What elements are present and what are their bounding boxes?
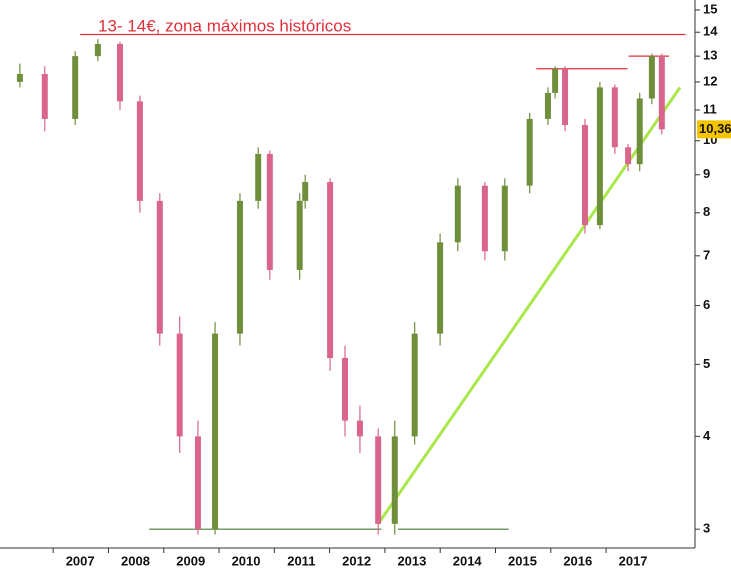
candle-body	[266, 153, 273, 270]
candle-body	[481, 185, 488, 252]
x-tick-label: 2007	[66, 553, 95, 568]
price-tag: 10,36	[699, 121, 731, 136]
x-tick-label: 2014	[453, 553, 483, 568]
candle-body	[544, 92, 551, 119]
candle-body	[454, 185, 461, 243]
candle-body	[94, 43, 101, 57]
candle-body	[327, 182, 334, 358]
x-tick-label: 2011	[287, 553, 315, 568]
candle-body	[562, 68, 569, 126]
candle-body	[526, 118, 533, 186]
candle-body	[658, 56, 665, 130]
x-tick-label: 2013	[397, 553, 426, 568]
candle-body	[176, 333, 183, 437]
x-tick-label: 2012	[342, 553, 371, 568]
candle-body	[375, 436, 382, 524]
y-tick-label: 11	[703, 101, 717, 116]
candle-body	[342, 357, 349, 421]
candle-body	[596, 87, 603, 226]
candle-body	[72, 56, 79, 119]
candle-body	[16, 73, 23, 82]
candle-body	[296, 200, 303, 270]
price-tag-bg	[697, 120, 731, 139]
candle-body	[41, 73, 48, 119]
candle-body	[501, 185, 508, 252]
y-tick-label: 13	[703, 48, 717, 63]
candle-body	[437, 242, 444, 334]
y-tick-label: 4	[703, 428, 711, 443]
candle-body	[156, 200, 163, 334]
x-tick-label: 2017	[619, 553, 648, 568]
x-tick-label: 2015	[508, 553, 537, 568]
candle-body	[552, 68, 559, 93]
y-tick-label: 14	[703, 24, 718, 39]
y-tick-label: 5	[703, 356, 710, 371]
x-tick-label: 2016	[563, 553, 592, 568]
candle-body	[611, 87, 618, 148]
candle-body	[116, 43, 123, 102]
candle-body	[648, 56, 655, 99]
y-tick-label: 7	[703, 247, 710, 262]
candle-body	[356, 420, 363, 437]
candle-body	[255, 153, 262, 201]
x-tick-label: 2010	[232, 553, 261, 568]
candle-body	[636, 98, 643, 165]
candle-body	[136, 101, 143, 201]
y-tick-label: 12	[703, 73, 717, 88]
y-tick-label: 9	[703, 166, 710, 181]
y-tick-label: 8	[703, 204, 710, 219]
y-tick-label: 6	[703, 297, 710, 312]
candle-body	[236, 200, 243, 334]
candle-body	[212, 333, 219, 530]
x-tick-label: 2008	[121, 553, 150, 568]
candle-body	[391, 436, 398, 524]
y-tick-label: 15	[703, 1, 717, 16]
candle-body	[302, 182, 309, 201]
x-tick-label: 2009	[176, 553, 205, 568]
annotation: 13- 14€, zona máximos históricos	[98, 16, 351, 35]
candle-body	[411, 333, 418, 437]
candle-body	[581, 125, 588, 226]
candle-body	[625, 147, 632, 165]
y-tick-label: 3	[703, 521, 710, 536]
candle-body	[194, 436, 201, 530]
